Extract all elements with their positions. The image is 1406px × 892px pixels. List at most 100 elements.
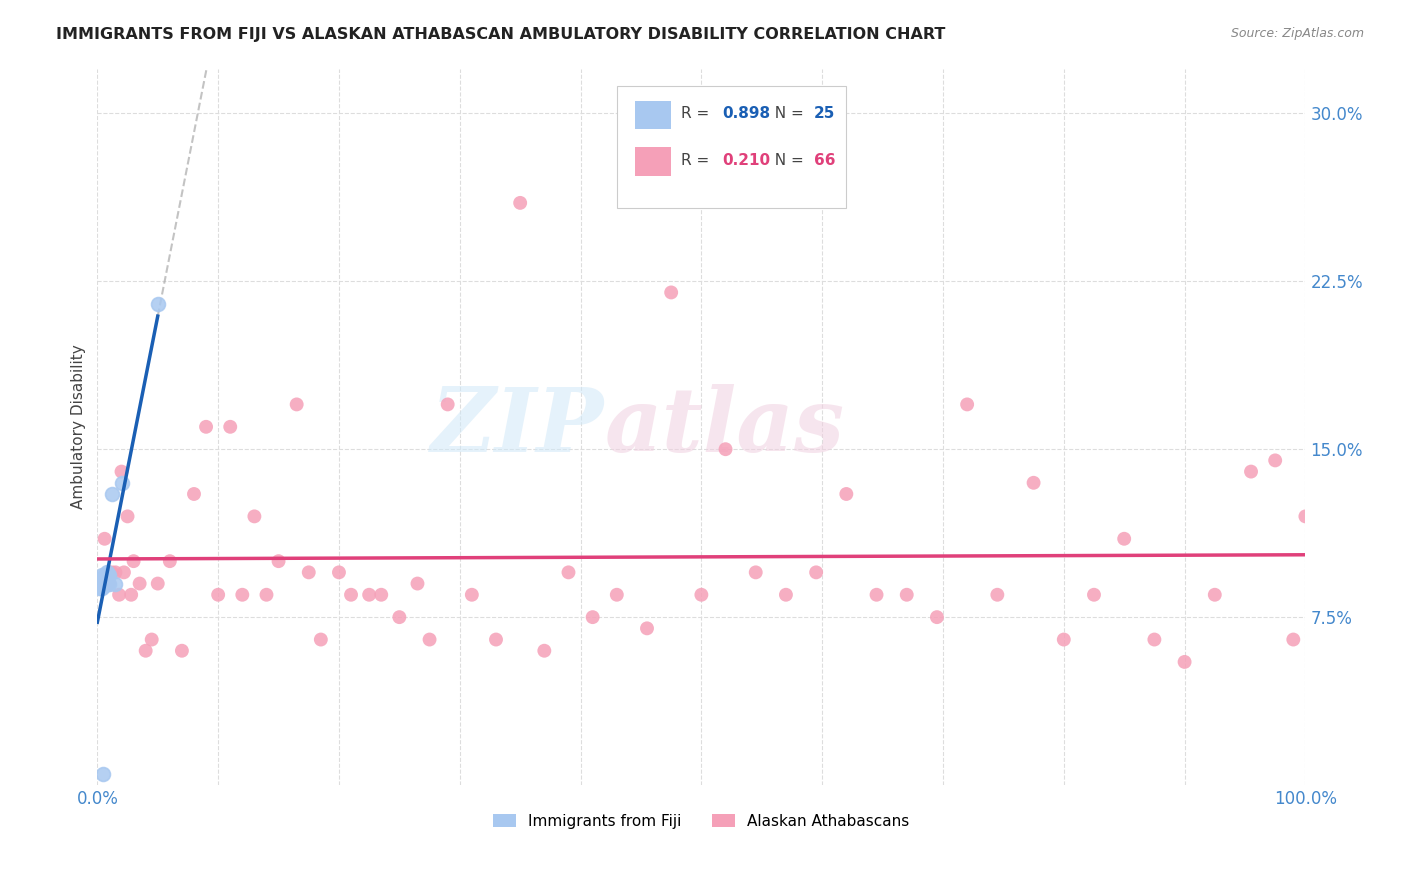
Point: [509, 195, 531, 210]
Point: [243, 509, 266, 524]
Point: [110, 475, 132, 490]
Point: [104, 576, 127, 591]
Point: [775, 588, 797, 602]
Point: [865, 588, 887, 602]
Point: [93, 532, 115, 546]
Point: [112, 566, 135, 580]
Point: [104, 566, 127, 580]
Point: [896, 588, 918, 602]
Point: [956, 397, 979, 411]
Point: [533, 644, 555, 658]
Point: [835, 487, 858, 501]
Point: [1053, 632, 1076, 647]
Point: [328, 566, 350, 580]
Point: [170, 644, 193, 658]
Point: [309, 632, 332, 647]
Text: atlas: atlas: [605, 384, 845, 470]
Point: [108, 588, 131, 602]
Point: [128, 576, 150, 591]
Point: [146, 576, 169, 591]
Point: [96, 566, 118, 580]
Point: [94, 567, 117, 582]
Point: [90, 576, 112, 591]
Point: [1083, 588, 1105, 602]
Legend: Immigrants from Fiji, Alaskan Athabascans: Immigrants from Fiji, Alaskan Athabascan…: [486, 807, 915, 835]
Point: [285, 397, 308, 411]
Point: [1114, 532, 1136, 546]
Text: N =: N =: [765, 153, 808, 168]
Point: [101, 487, 124, 501]
Point: [1143, 632, 1166, 647]
Point: [98, 576, 121, 591]
Point: [90, 581, 112, 595]
Point: [146, 296, 169, 310]
Point: [93, 576, 115, 591]
Point: [110, 465, 132, 479]
Text: 66: 66: [814, 153, 835, 168]
Point: [359, 588, 381, 602]
Point: [388, 610, 411, 624]
Point: [1240, 465, 1263, 479]
Point: [804, 566, 827, 580]
Point: [94, 572, 117, 586]
Point: [582, 610, 605, 624]
Point: [101, 566, 124, 580]
Point: [93, 576, 115, 591]
Point: [1204, 588, 1226, 602]
Text: IMMIGRANTS FROM FIJI VS ALASKAN ATHABASCAN AMBULATORY DISABILITY CORRELATION CHA: IMMIGRANTS FROM FIJI VS ALASKAN ATHABASC…: [56, 27, 946, 42]
Point: [89, 572, 111, 586]
Point: [298, 566, 321, 580]
Point: [636, 621, 658, 635]
Point: [340, 588, 363, 602]
Point: [91, 567, 114, 582]
Text: 25: 25: [814, 106, 835, 121]
Point: [1022, 475, 1045, 490]
Point: [91, 581, 114, 595]
Point: [485, 632, 508, 647]
Point: [461, 588, 484, 602]
Point: [207, 588, 229, 602]
Point: [419, 632, 441, 647]
Point: [231, 588, 253, 602]
Point: [436, 397, 458, 411]
Point: [135, 644, 157, 658]
Point: [1264, 453, 1286, 467]
Text: ZIP: ZIP: [432, 384, 605, 470]
Point: [406, 576, 429, 591]
Point: [745, 566, 768, 580]
Point: [87, 581, 110, 595]
Text: N =: N =: [765, 106, 808, 121]
Point: [714, 442, 737, 457]
Point: [195, 419, 218, 434]
Point: [370, 588, 392, 602]
Point: [97, 576, 120, 591]
Text: R =: R =: [681, 153, 714, 168]
Point: [89, 576, 111, 591]
Point: [159, 554, 181, 568]
Point: [120, 588, 142, 602]
Text: Source: ZipAtlas.com: Source: ZipAtlas.com: [1230, 27, 1364, 40]
Point: [141, 632, 163, 647]
Point: [1294, 509, 1316, 524]
Point: [267, 554, 290, 568]
Point: [93, 567, 115, 582]
Point: [122, 554, 145, 568]
Point: [557, 566, 579, 580]
Point: [98, 567, 121, 582]
Point: [96, 570, 118, 584]
Text: R =: R =: [681, 106, 714, 121]
Point: [256, 588, 278, 602]
Point: [97, 567, 120, 582]
Point: [219, 419, 242, 434]
Point: [925, 610, 948, 624]
Point: [1174, 655, 1197, 669]
Y-axis label: Ambulatory Disability: Ambulatory Disability: [72, 344, 86, 509]
Text: 0.210: 0.210: [721, 153, 770, 168]
Point: [606, 588, 628, 602]
Point: [183, 487, 205, 501]
Point: [690, 588, 713, 602]
FancyBboxPatch shape: [636, 101, 671, 129]
Point: [98, 576, 121, 591]
Point: [93, 767, 115, 781]
Point: [91, 572, 114, 586]
